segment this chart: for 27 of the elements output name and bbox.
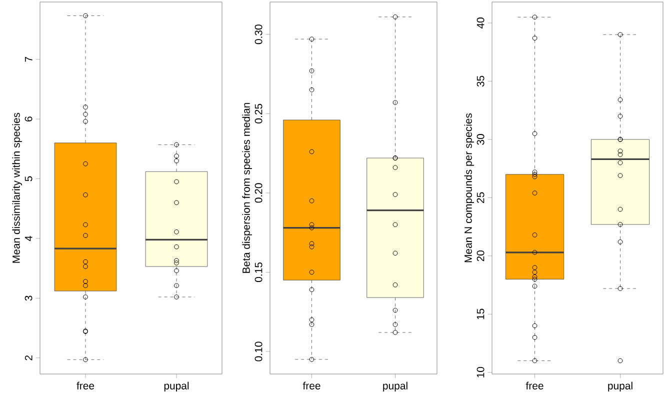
- y-tick-label: 6: [24, 116, 32, 122]
- y-tick-label: 0.20: [254, 183, 262, 203]
- y-tick-label: 0.15: [254, 262, 262, 282]
- y-tick-label: 0.25: [254, 104, 262, 124]
- x-tick-label: free: [302, 382, 320, 390]
- y-tick-label: 5: [24, 176, 32, 182]
- y-tick-label: 0.30: [254, 24, 262, 44]
- y-axis-title: Mean N compounds per species: [464, 113, 474, 262]
- y-tick-label: 3: [24, 296, 32, 301]
- y-tick-label: 0.10: [254, 342, 262, 362]
- y-tick-label: 40: [476, 18, 484, 29]
- y-tick-label: 15: [476, 308, 484, 320]
- y-tick-label: 20: [476, 250, 484, 262]
- y-axis-title: Mean dissimilarity within species: [12, 112, 22, 263]
- x-tick-label: free: [526, 382, 544, 390]
- x-tick-label: pupal: [383, 382, 408, 392]
- x-tick-label: pupal: [164, 382, 189, 392]
- y-tick-label: 25: [476, 192, 484, 203]
- y-tick-label: 35: [476, 76, 484, 87]
- y-tick-label: 30: [476, 134, 484, 145]
- x-tick-label: free: [76, 382, 94, 390]
- y-axis-title: Beta dispersion from species median: [242, 102, 252, 273]
- y-tick-label: 2: [24, 356, 32, 360]
- x-tick-label: pupal: [608, 382, 632, 392]
- y-tick-label: 4: [25, 236, 32, 242]
- y-tick-label: 10: [476, 366, 484, 378]
- y-tick-label: 7: [25, 56, 32, 62]
